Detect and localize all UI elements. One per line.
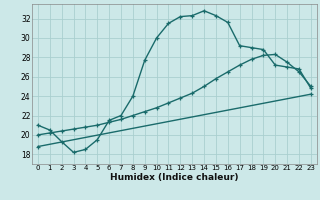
X-axis label: Humidex (Indice chaleur): Humidex (Indice chaleur): [110, 173, 239, 182]
